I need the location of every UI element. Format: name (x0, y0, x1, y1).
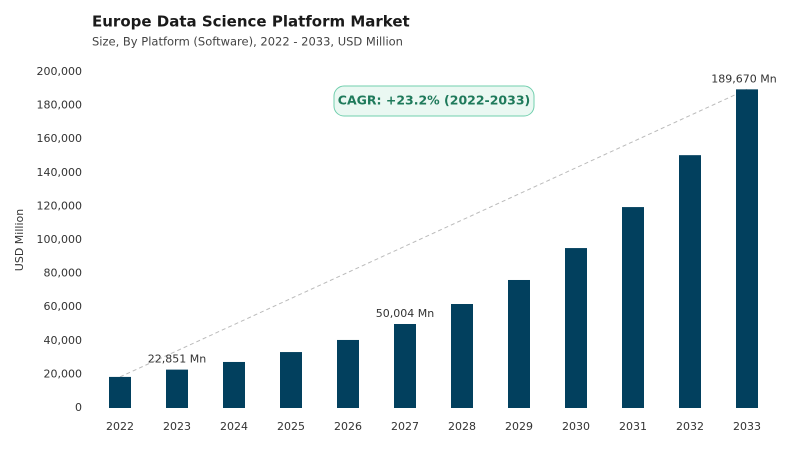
y-tick-label: 40,000 (44, 334, 83, 347)
x-tick-label: 2030 (562, 420, 590, 433)
bar (508, 279, 530, 408)
bar (622, 207, 644, 408)
y-tick-label: 20,000 (44, 367, 83, 380)
x-tick-label: 2028 (448, 420, 476, 433)
y-tick-label: 180,000 (37, 99, 83, 112)
y-tick-label: 140,000 (37, 166, 83, 179)
bar (223, 361, 245, 408)
x-tick-label: 2025 (277, 420, 305, 433)
cagr-annotation: CAGR: +23.2% (2022-2033) (338, 93, 530, 108)
x-tick-label: 2023 (163, 420, 191, 433)
y-axis-label: USD Million (13, 209, 26, 271)
value-label: 189,670 Mn (711, 72, 776, 85)
y-tick-label: 0 (75, 401, 82, 414)
trend-line (119, 88, 748, 378)
bar (337, 339, 359, 408)
bar (679, 155, 701, 408)
x-tick-label: 2029 (505, 420, 533, 433)
bar (280, 352, 302, 408)
x-tick-label: 2033 (733, 420, 761, 433)
bar (109, 376, 131, 408)
y-tick-label: 160,000 (37, 132, 83, 145)
x-tick-label: 2026 (334, 420, 362, 433)
y-tick-label: 200,000 (37, 65, 83, 78)
bar (166, 369, 188, 408)
bar (394, 323, 416, 408)
bar (736, 89, 758, 408)
x-tick-label: 2027 (391, 420, 419, 433)
x-tick-label: 2031 (619, 420, 647, 433)
bar (451, 304, 473, 408)
value-label: 50,004 Mn (376, 307, 434, 320)
chart-title: Europe Data Science Platform Market (92, 13, 410, 31)
y-tick-label: 100,000 (37, 233, 83, 246)
x-tick-label: 2024 (220, 420, 248, 433)
bar (565, 248, 587, 408)
value-label: 22,851 Mn (148, 353, 206, 366)
x-tick-label: 2032 (676, 420, 704, 433)
y-tick-label: 80,000 (44, 267, 83, 280)
chart-subtitle: Size, By Platform (Software), 2022 - 203… (92, 35, 403, 49)
annotation-box (333, 85, 535, 117)
y-tick-label: 60,000 (44, 300, 83, 313)
y-tick-label: 120,000 (37, 199, 83, 212)
x-tick-label: 2022 (106, 420, 134, 433)
